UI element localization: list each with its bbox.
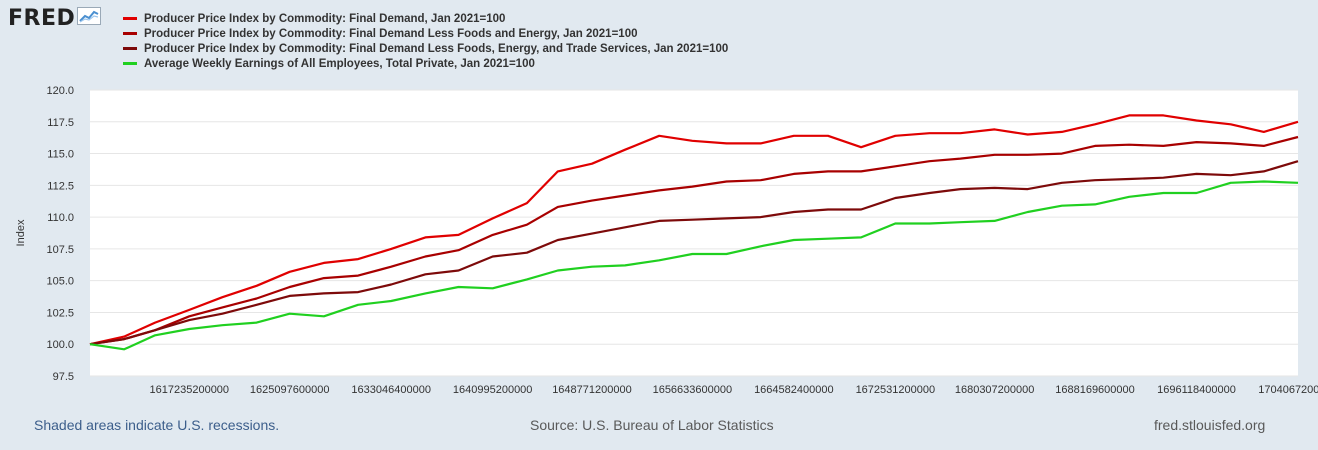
y-tick-label: 102.5 bbox=[46, 307, 74, 319]
x-tick-label: 1633046400000 bbox=[351, 384, 431, 396]
y-tick-label: 97.5 bbox=[53, 371, 74, 383]
y-tick-label: 117.5 bbox=[47, 117, 74, 129]
x-tick-label: 1617235200000 bbox=[150, 384, 230, 396]
legend-swatch bbox=[123, 62, 137, 65]
x-tick-label: 1696118400000 bbox=[1157, 384, 1236, 396]
y-tick-label: 110.0 bbox=[47, 212, 74, 224]
y-tick-label: 112.5 bbox=[47, 180, 74, 192]
legend-label: Average Weekly Earnings of All Employees… bbox=[144, 57, 535, 70]
fred-logo[interactable]: FRED bbox=[8, 6, 102, 31]
chart-legend: Producer Price Index by Commodity: Final… bbox=[123, 11, 728, 71]
legend-label: Producer Price Index by Commodity: Final… bbox=[144, 27, 638, 40]
x-tick-label: 1672531200000 bbox=[856, 384, 936, 396]
series-line-3[interactable] bbox=[89, 160, 1299, 346]
legend-swatch bbox=[123, 47, 137, 50]
y-axis-label: Index bbox=[15, 219, 27, 246]
y-tick-label: 100.0 bbox=[46, 339, 74, 351]
y-axis-ticks: 120.0 117.5 115.0 112.5 110.0 107.5 105.0 102.5… bbox=[46, 85, 74, 383]
legend-item[interactable]: Average Weekly Earnings of All Employees… bbox=[123, 56, 728, 71]
y-tick-label: 115.0 bbox=[47, 149, 74, 161]
site-link[interactable]: fred.stlouisfed.org bbox=[1154, 417, 1266, 433]
x-tick-label: 1640995200000 bbox=[453, 384, 533, 396]
series-lines bbox=[89, 114, 1299, 351]
legend-item[interactable]: Producer Price Index by Commodity: Final… bbox=[123, 26, 728, 41]
x-tick-label: 1656633600000 bbox=[653, 384, 733, 396]
legend-swatch bbox=[123, 32, 137, 35]
x-tick-label: 1648771200000 bbox=[552, 384, 632, 396]
plot-area bbox=[90, 90, 1298, 376]
recession-note-link[interactable]: Shaded areas indicate U.S. recessions. bbox=[34, 417, 280, 433]
legend-swatch bbox=[123, 17, 137, 20]
legend-label: Producer Price Index by Commodity: Final… bbox=[144, 12, 506, 25]
series-line-2[interactable] bbox=[89, 135, 1299, 346]
x-tick-label: 1704067200000 bbox=[1258, 384, 1318, 396]
x-tick-label: 1664582400000 bbox=[754, 384, 834, 396]
fred-logo-text: FRED bbox=[8, 6, 76, 31]
line-graph-icon bbox=[77, 7, 102, 30]
x-axis-ticks: 1617235200000 1625097600000 1633046400000 1… bbox=[150, 384, 1318, 396]
y-tick-label: 120.0 bbox=[46, 85, 74, 97]
x-tick-label: 1680307200000 bbox=[955, 384, 1035, 396]
line-chart[interactable]: 120.0 117.5 115.0 112.5 110.0 107.5 105.0 102.5… bbox=[0, 0, 1318, 410]
series-line-4[interactable] bbox=[89, 180, 1299, 351]
legend-item[interactable]: Producer Price Index by Commodity: Final… bbox=[123, 11, 728, 26]
x-tick-label: 1688169600000 bbox=[1055, 384, 1135, 396]
legend-item[interactable]: Producer Price Index by Commodity: Final… bbox=[123, 41, 728, 56]
legend-label: Producer Price Index by Commodity: Final… bbox=[144, 42, 729, 55]
x-tick-label: 1625097600000 bbox=[250, 384, 330, 396]
y-tick-label: 107.5 bbox=[46, 244, 74, 256]
source-note: Source: U.S. Bureau of Labor Statistics bbox=[530, 417, 774, 433]
y-tick-label: 105.0 bbox=[46, 276, 74, 288]
gridlines bbox=[90, 89, 1298, 377]
series-line-1[interactable] bbox=[89, 114, 1299, 346]
